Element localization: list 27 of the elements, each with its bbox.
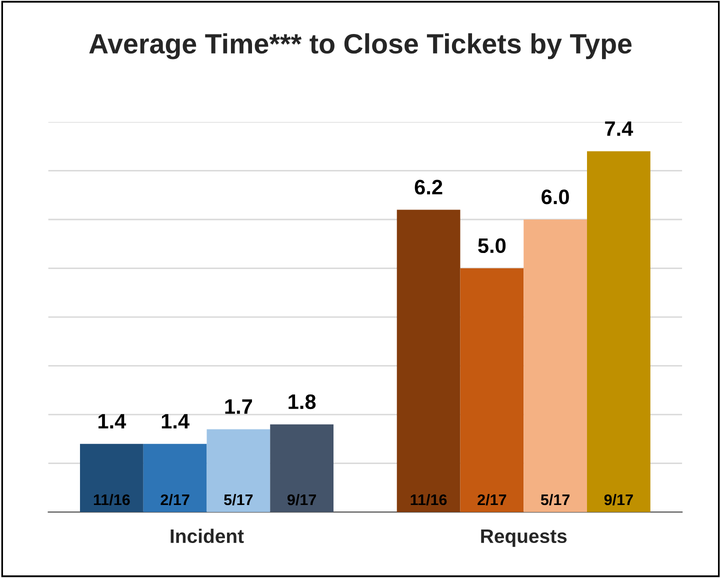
bar	[587, 151, 650, 512]
chart-title: Average Time*** to Close Tickets by Type	[89, 33, 632, 60]
bar	[206, 429, 270, 512]
data-label: 7.4	[605, 121, 634, 136]
bar	[524, 219, 587, 512]
data-label: 1.4	[162, 414, 190, 428]
bar	[270, 424, 334, 512]
text: 9/17	[604, 494, 633, 506]
series-label: 2/17	[160, 494, 190, 506]
data-label: 5.0	[478, 238, 506, 254]
series-label: 5/17	[224, 494, 253, 506]
data-label: 6.0	[542, 190, 569, 204]
x-tick-label: Incident	[170, 528, 244, 544]
text: 5/17	[540, 494, 570, 506]
text: 11/16	[410, 494, 447, 506]
bar	[460, 268, 524, 512]
bar	[396, 210, 460, 512]
text: 2/17	[478, 494, 506, 506]
series-label: 9/17	[287, 494, 316, 506]
x-tick-label: Requests	[481, 529, 567, 547]
bar	[80, 444, 144, 512]
data-label: 1.4	[98, 414, 126, 428]
data-label: 6.2	[414, 180, 442, 195]
data-label: 1.7	[225, 399, 252, 414]
bar	[143, 444, 207, 512]
data-label: 1.8	[288, 394, 316, 410]
series-label: 11/16	[94, 494, 130, 506]
